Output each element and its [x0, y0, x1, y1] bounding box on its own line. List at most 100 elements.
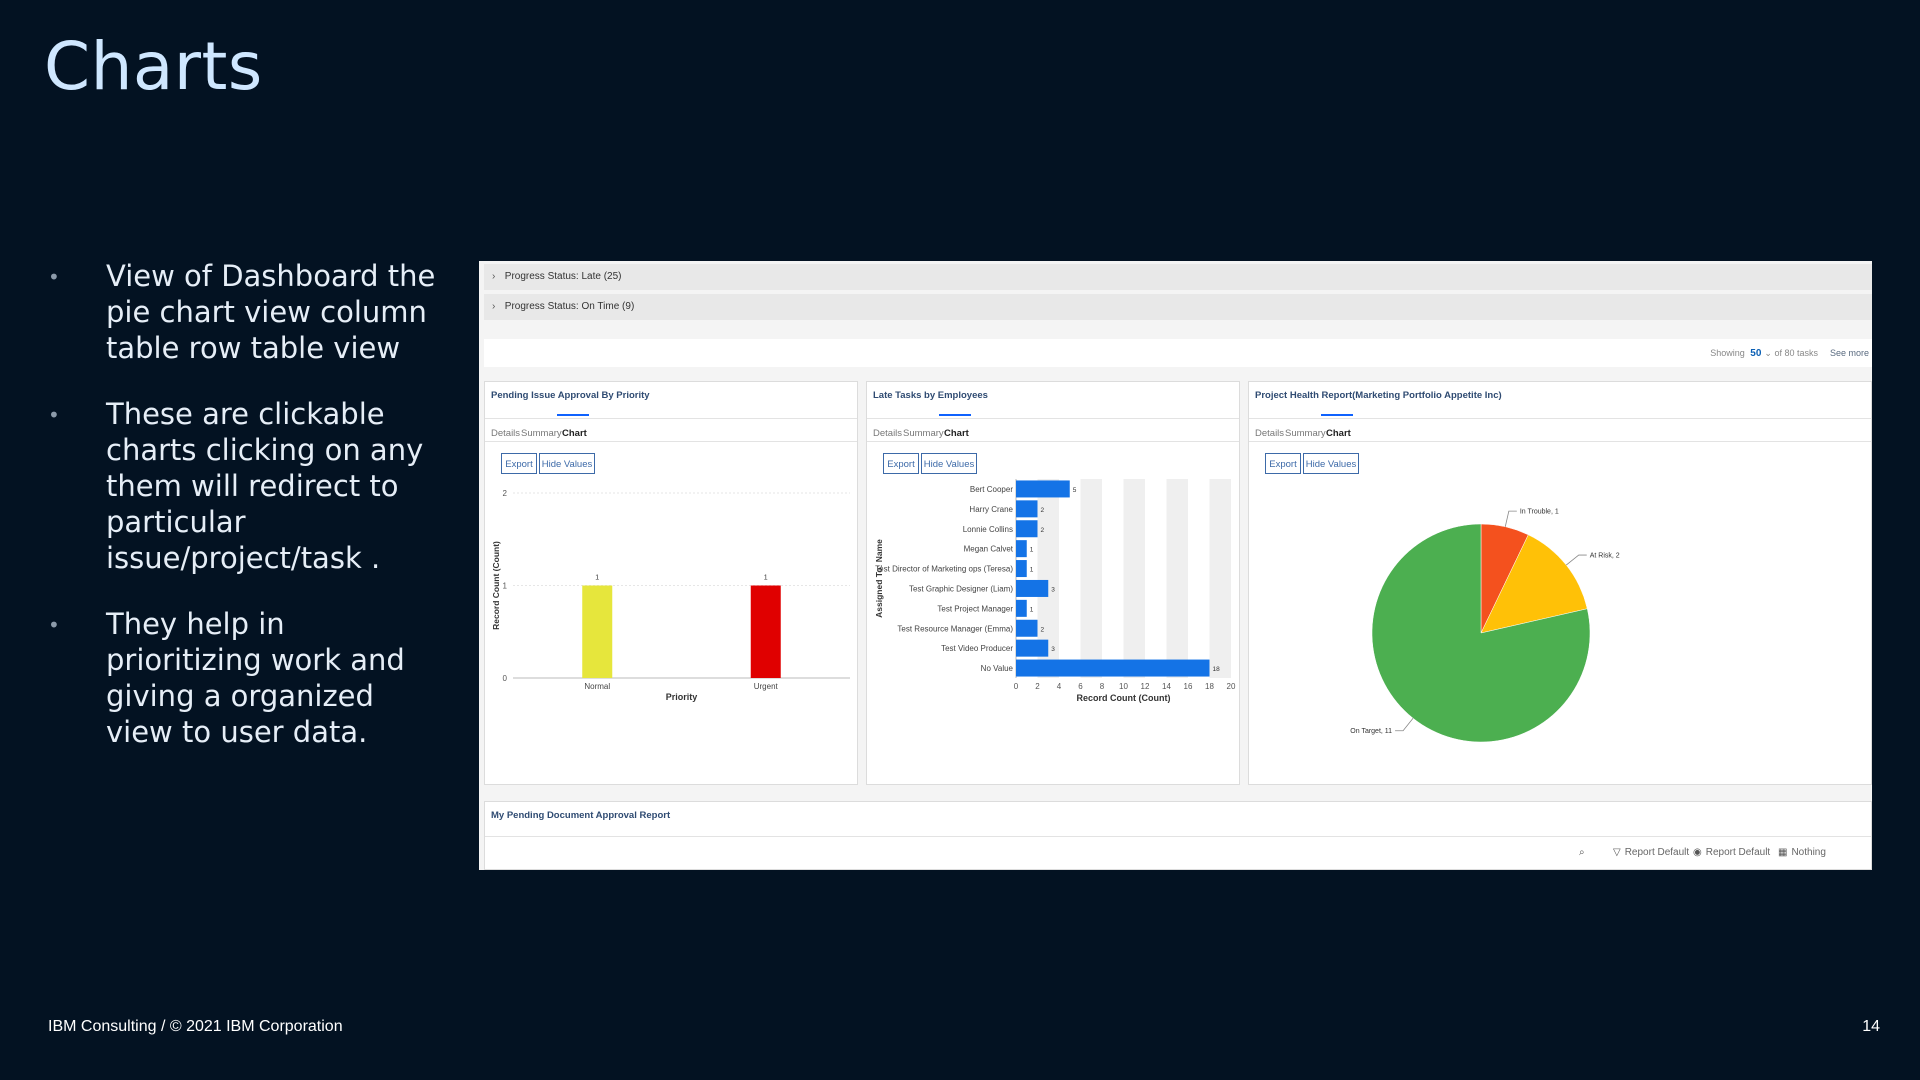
project-health-pie-chart[interactable]: In Trouble, 1 At Risk, 2 On Target, 11	[1249, 382, 1872, 786]
y-tick-label: Test Resource Manager (Emma)	[897, 624, 1013, 633]
bar[interactable]	[1016, 560, 1027, 578]
hide-values-button[interactable]: Hide Values	[539, 453, 595, 474]
slide-title: Charts	[44, 28, 263, 105]
export-button[interactable]: Export	[501, 453, 537, 474]
data-label: In Trouble, 1	[1520, 509, 1559, 516]
bar[interactable]	[1016, 500, 1038, 518]
group-row-on-time[interactable]: › Progress Status: On Time (9)	[484, 294, 1872, 320]
tab-details[interactable]: Details	[1255, 428, 1285, 439]
bar[interactable]	[1016, 659, 1210, 677]
chart-card-late-tasks: Late Tasks by Employees Details Summary …	[866, 381, 1240, 785]
y-tick-label: Lonnie Collins	[963, 525, 1013, 534]
tab-chart[interactable]: Chart	[944, 428, 969, 439]
page-size-select[interactable]: 50	[1750, 348, 1762, 359]
tab-summary[interactable]: Summary	[1285, 428, 1326, 439]
grid-band	[1166, 479, 1188, 678]
tab-details[interactable]: Details	[491, 428, 521, 439]
bar[interactable]	[1016, 540, 1027, 558]
hide-values-button[interactable]: Hide Values	[1303, 453, 1359, 474]
y-tick-label: 1	[503, 582, 508, 591]
bullet-dot-icon: •	[48, 265, 60, 289]
bar[interactable]	[582, 585, 613, 679]
group-row-late[interactable]: › Progress Status: Late (25)	[484, 264, 1872, 290]
bullet-dot-icon: •	[48, 403, 60, 427]
view-button[interactable]: ◉ Report Default	[1693, 847, 1771, 858]
data-label: 2	[1041, 527, 1045, 534]
data-label: 1	[595, 575, 599, 582]
bar[interactable]	[1016, 480, 1070, 498]
leader-line	[1565, 554, 1587, 566]
priority-bar-chart[interactable]: 0 1 2 1 Normal 1 Urgent Priority Record Count (C…	[485, 382, 859, 786]
chevron-down-icon[interactable]: ⌄	[1764, 348, 1772, 358]
filter-button[interactable]: ▽ Report Default	[1613, 847, 1690, 858]
bar[interactable]	[750, 585, 781, 679]
chevron-right-icon: ›	[492, 271, 496, 282]
page-number: 14	[1862, 1018, 1880, 1035]
leader-line	[1504, 510, 1517, 527]
tab-chart[interactable]: Chart	[562, 428, 587, 439]
card-title: Pending Issue Approval By Priority	[491, 390, 650, 401]
grid-icon: ▦	[1778, 847, 1788, 858]
divider	[485, 836, 1871, 837]
x-tick-label: 0	[1014, 682, 1019, 691]
chart-card-project-health: Project Health Report(Marketing Portfoli…	[1248, 381, 1872, 785]
tab-chart[interactable]: Chart	[1326, 428, 1351, 439]
layout-button[interactable]: ▦ Nothing	[1778, 847, 1826, 858]
footer-copyright: IBM Consulting / © 2021 IBM Corporation	[48, 1018, 343, 1035]
card-tabs: Details Summary Chart	[1249, 418, 1871, 442]
bar[interactable]	[1016, 619, 1038, 637]
bar[interactable]	[1016, 579, 1049, 597]
x-tick-label: 6	[1078, 682, 1083, 691]
tab-summary[interactable]: Summary	[521, 428, 562, 439]
grid-band	[1209, 479, 1231, 678]
data-label: On Target, 11	[1350, 728, 1392, 735]
bullet-item: • These are clickable charts clicking on …	[48, 397, 424, 575]
tab-active-indicator	[1321, 414, 1353, 416]
x-tick-label: 12	[1141, 682, 1150, 691]
see-more-link[interactable]: See more	[1829, 348, 1869, 358]
data-label: 3	[1051, 646, 1055, 653]
chart-card-priority: Pending Issue Approval By Priority Detai…	[484, 381, 858, 785]
search-button[interactable]: ⌕	[1579, 847, 1589, 858]
bar[interactable]	[1016, 639, 1049, 657]
bar[interactable]	[1016, 599, 1027, 617]
bullet-dot-icon: •	[48, 613, 60, 637]
bullet-item: • View of Dashboard the pie chart view co…	[48, 259, 436, 365]
tab-details[interactable]: Details	[873, 428, 903, 439]
y-tick-label: Test Project Manager	[937, 604, 1013, 613]
y-tick-label: 2	[503, 489, 508, 498]
x-tick-label: 16	[1184, 682, 1193, 691]
card-title: Late Tasks by Employees	[873, 390, 988, 401]
y-tick-label: Bert Cooper	[970, 485, 1013, 494]
data-label: 1	[764, 575, 768, 582]
card-title: My Pending Document Approval Report	[491, 810, 671, 821]
data-label: 5	[1073, 487, 1077, 494]
y-tick-label: Megan Calvet	[964, 545, 1014, 554]
y-tick-label: Test Director of Marketing ops (Teresa)	[875, 565, 1013, 574]
chevron-right-icon: ›	[492, 301, 496, 312]
x-tick-label: Normal	[584, 682, 610, 691]
dashboard-screenshot: › Progress Status: Late (25) › Progress …	[479, 261, 1872, 870]
x-tick-label: 20	[1227, 682, 1236, 691]
data-label: 1	[1030, 547, 1034, 554]
x-tick-label: 14	[1162, 682, 1171, 691]
x-tick-label: 18	[1205, 682, 1214, 691]
bar[interactable]	[1016, 520, 1038, 538]
data-label: At Risk, 2	[1590, 553, 1620, 560]
export-button[interactable]: Export	[1265, 453, 1301, 474]
data-label: 1	[1030, 567, 1034, 574]
bullet-item: • They help in prioritizing work and givi…	[48, 607, 405, 749]
x-axis-label: Priority	[666, 692, 698, 702]
data-label: 3	[1051, 586, 1055, 593]
x-tick-label: Urgent	[754, 682, 779, 691]
hide-values-button[interactable]: Hide Values	[921, 453, 977, 474]
tab-summary[interactable]: Summary	[903, 428, 944, 439]
grid-band	[1123, 479, 1145, 678]
y-axis-label: Record Count (Count)	[491, 541, 501, 630]
grid-band	[1037, 479, 1059, 678]
export-button[interactable]: Export	[883, 453, 919, 474]
bullet-list: • View of Dashboard the pie chart view co…	[44, 258, 444, 780]
filter-icon: ▽	[1613, 847, 1621, 858]
x-tick-label: 8	[1100, 682, 1105, 691]
